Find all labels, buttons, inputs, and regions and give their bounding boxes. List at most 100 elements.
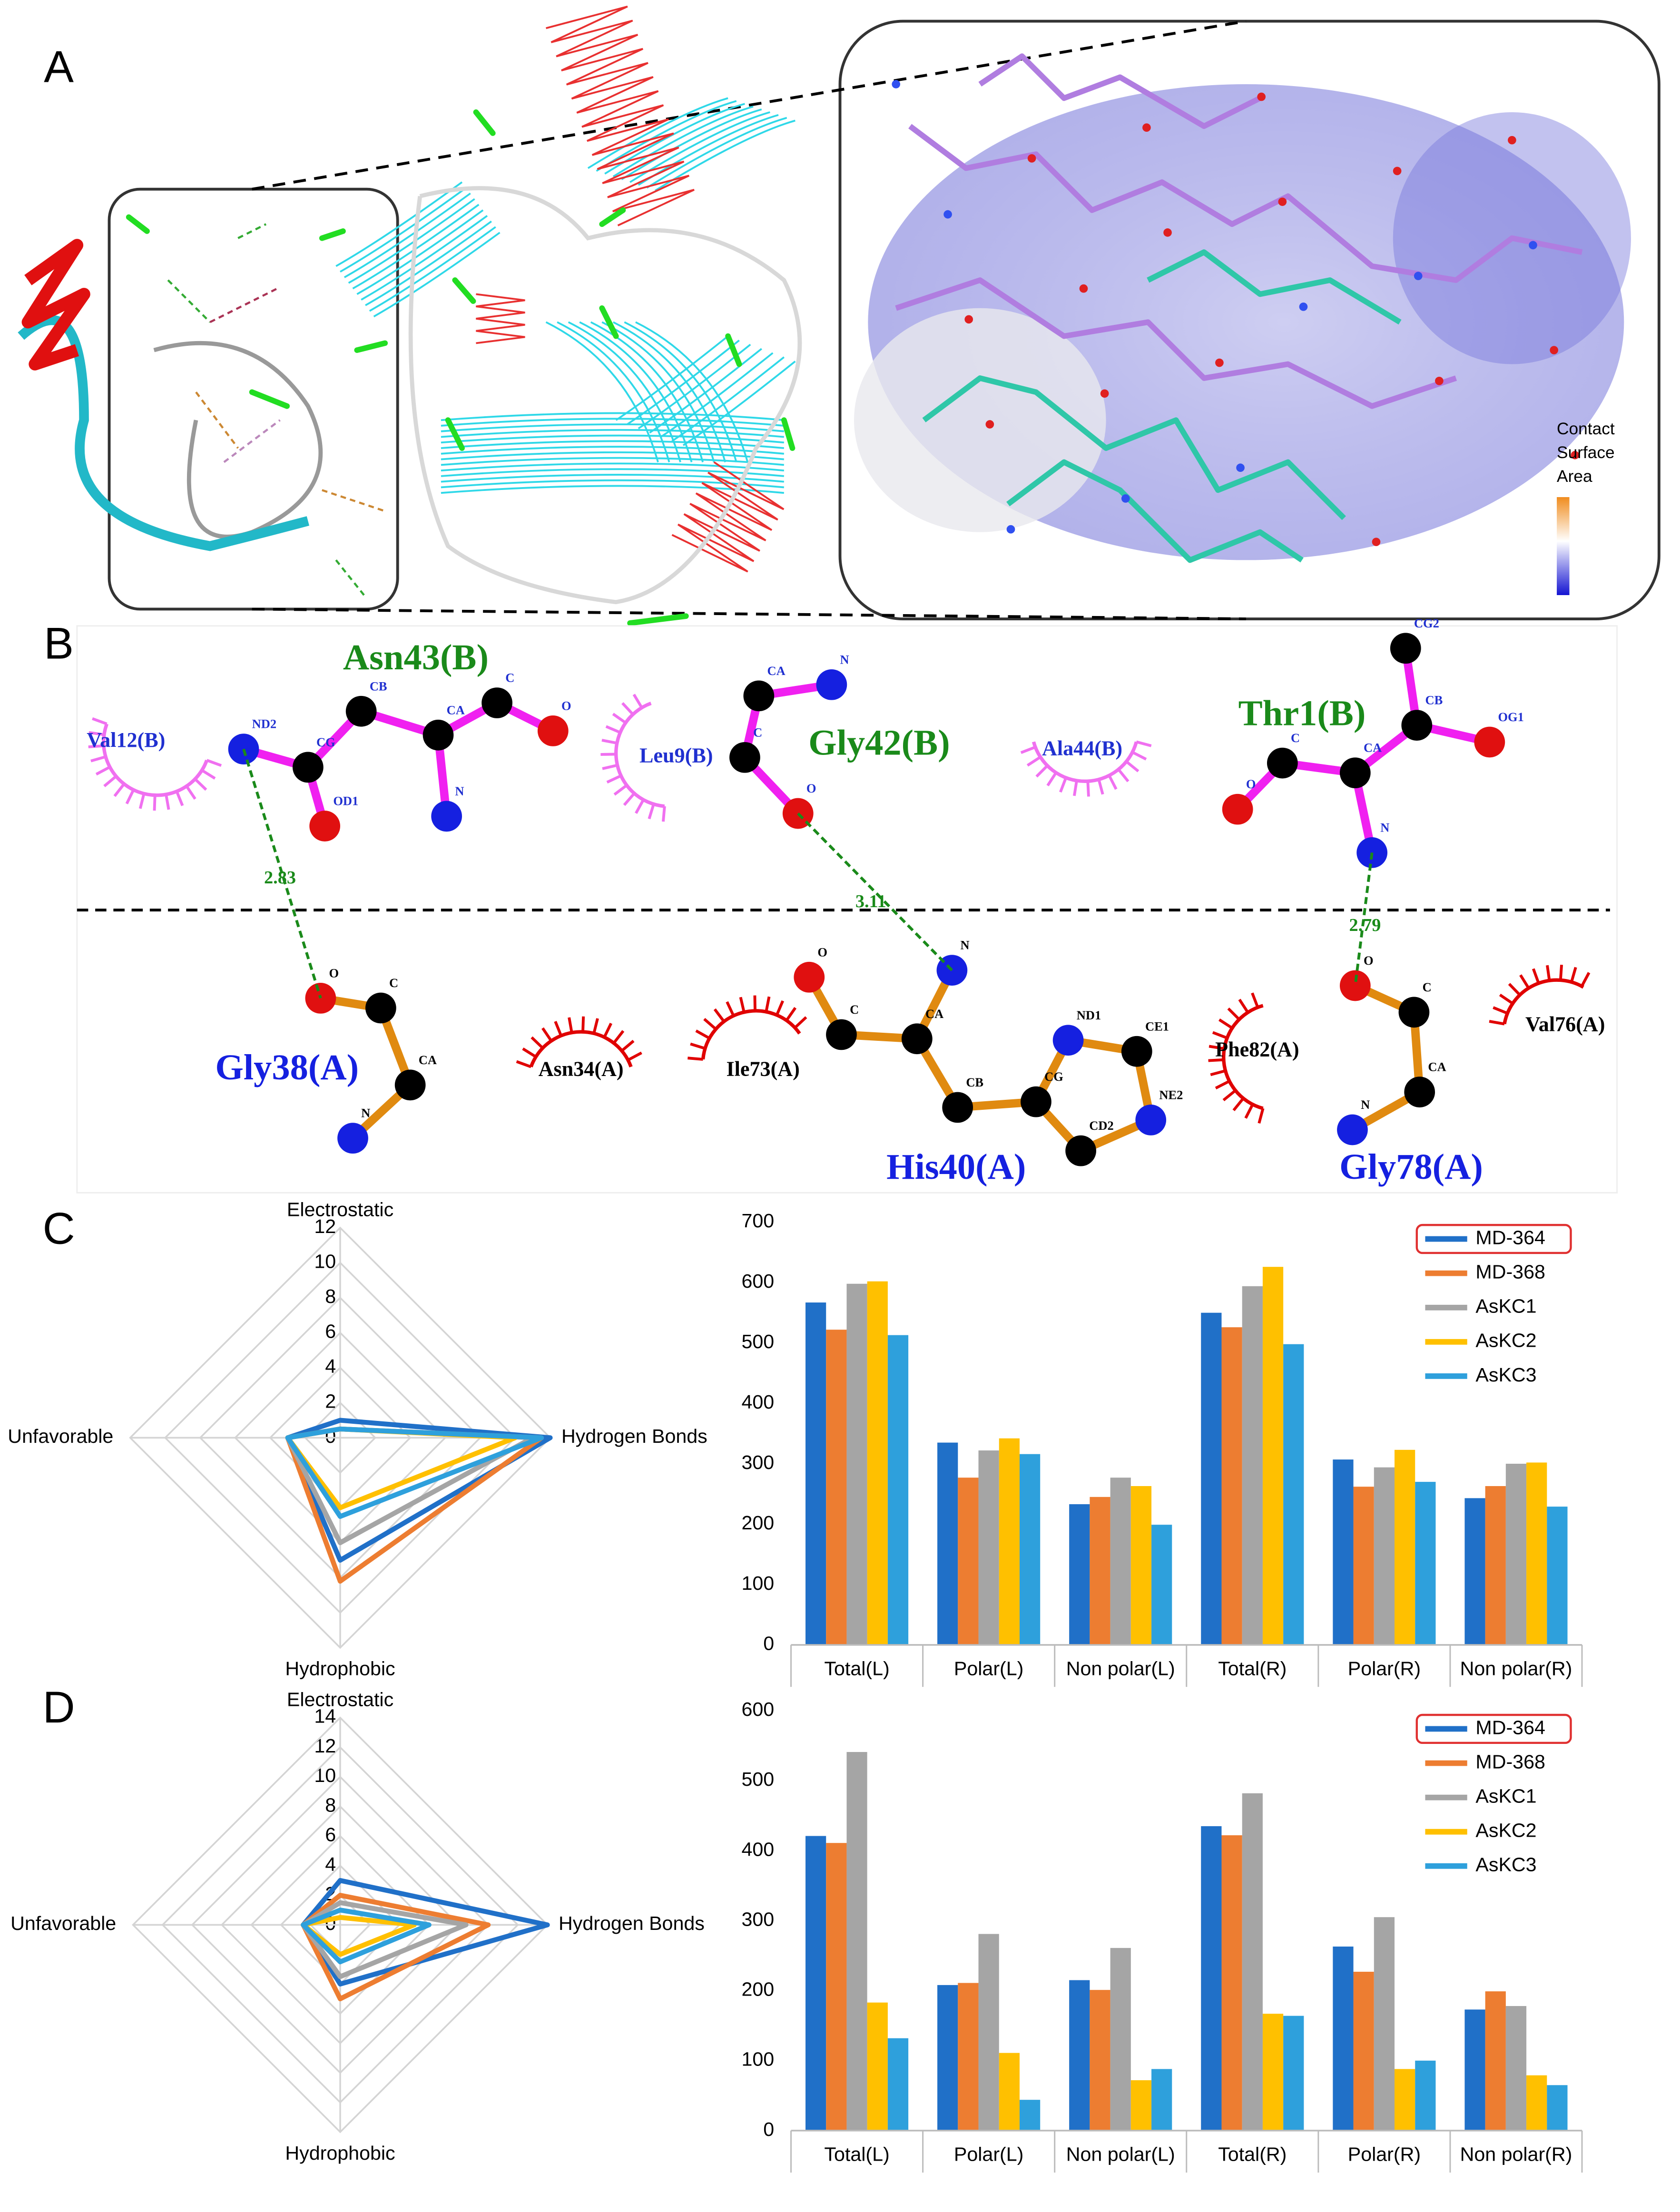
bar: [1069, 1504, 1090, 1645]
strand-line: [671, 356, 785, 442]
strand-line: [369, 226, 496, 312]
contact-spoke: [1208, 1045, 1225, 1050]
strand-line: [655, 119, 796, 192]
legend-label: AsKC2: [1475, 1820, 1536, 1841]
contact-spoke: [175, 791, 184, 806]
contact-spoke: [775, 1000, 784, 1016]
strand-line: [627, 339, 740, 425]
atom-label: CA: [925, 1007, 943, 1021]
contact-label: Val76(A): [1525, 1012, 1605, 1036]
contact-spoke: [623, 792, 636, 806]
strand-line: [441, 423, 784, 432]
contact-label: Phe82(A): [1215, 1037, 1299, 1061]
y-tick-label: 600: [741, 1698, 774, 1720]
atom-tip: [1414, 272, 1423, 280]
radar-series: [285, 1418, 553, 1563]
contact-spoke: [1251, 992, 1259, 1008]
contact-spoke: [522, 1047, 537, 1058]
strand-line: [612, 321, 727, 462]
atom: [816, 669, 847, 700]
strand-line: [646, 117, 787, 189]
contact-arc: [529, 1030, 633, 1067]
r-tick-label: 8: [325, 1285, 336, 1307]
colorbar-title: Surface: [1557, 443, 1615, 462]
strand-line: [682, 361, 796, 446]
contact-spoke: [1570, 967, 1577, 983]
x-tick-label: Total(L): [824, 1658, 889, 1680]
bar: [1547, 1507, 1568, 1645]
axis-label: Hydrogen Bonds: [561, 1425, 707, 1447]
contact-spoke: [1489, 1020, 1505, 1026]
bar: [1262, 1267, 1284, 1645]
panel-label: B: [44, 618, 74, 668]
bar: [978, 1450, 999, 1645]
bar: [1130, 2080, 1152, 2131]
atom-label: CA: [1364, 741, 1382, 755]
legend-highlight: [1415, 1713, 1572, 1744]
strand-line: [365, 220, 492, 306]
atom: [826, 1019, 857, 1050]
bar: [1221, 1327, 1242, 1645]
contact-spoke: [88, 744, 104, 748]
bar: [1110, 1948, 1131, 2131]
contact-arc: [1503, 978, 1584, 1025]
interaction-line: [209, 286, 281, 323]
strand-line: [335, 181, 463, 267]
stick: [908, 124, 1583, 283]
y-tick-label: 300: [741, 1451, 774, 1473]
r-tick-label: 4: [325, 1355, 336, 1377]
strand-line: [621, 108, 762, 180]
contact-arc: [614, 701, 665, 808]
loop-segment: [354, 340, 388, 353]
axis-label: Hydrophobic: [285, 2142, 395, 2164]
atom: [1398, 997, 1430, 1028]
contact-arc: [1222, 1004, 1264, 1110]
atom-label: OD1: [333, 794, 358, 808]
residue-label: Gly78(A): [1339, 1146, 1483, 1187]
legend-label: AsKC1: [1475, 1785, 1536, 1807]
strand-line: [629, 111, 770, 183]
radar-series: [285, 1426, 544, 1519]
atom-label: CB: [370, 679, 387, 693]
radar-series: [301, 1878, 550, 1987]
strand-line: [340, 187, 467, 273]
bar: [1526, 2075, 1547, 2131]
contact-spoke: [635, 799, 645, 814]
contact-spoke: [1136, 740, 1152, 747]
bar-chart: 0 100 200 300 400 500 600 700 Total(L) Polar(L) No…: [741, 1210, 1583, 1687]
atom-label: CB: [1425, 693, 1443, 707]
y-tick-label: 300: [741, 1908, 774, 1930]
r-tick-label: 4: [325, 1853, 336, 1875]
bar-chart: 0 100 200 300 400 500 600 Total(L) Polar(L) Non p…: [741, 1698, 1583, 2173]
bar: [1526, 1462, 1547, 1645]
bar: [1201, 1312, 1222, 1645]
zoom-line: [252, 20, 1247, 191]
atom-tip: [1215, 358, 1224, 367]
bar: [1464, 2009, 1485, 2131]
loop-segment: [599, 305, 619, 339]
atom: [1339, 757, 1371, 789]
atom: [1401, 710, 1433, 741]
atom-tip: [1372, 538, 1381, 546]
atom: [1121, 1036, 1152, 1067]
x-tick-label: Non polar(R): [1460, 2143, 1572, 2165]
contact-spoke: [713, 1008, 726, 1023]
atom-tip: [964, 315, 973, 324]
atom: [901, 1023, 933, 1055]
atom-tip: [1163, 228, 1172, 237]
contact-spoke: [1493, 1006, 1508, 1015]
bar: [846, 1752, 867, 2131]
atom-label: O: [561, 698, 571, 713]
y-tick-label: 600: [741, 1270, 774, 1292]
helix: [671, 461, 785, 573]
legend-label: MD-364: [1475, 1716, 1545, 1738]
atom-label: CA: [767, 664, 785, 678]
y-tick-label: 0: [763, 2118, 774, 2140]
contact-spoke: [601, 739, 618, 745]
strand-line: [601, 321, 715, 462]
bar: [1130, 1486, 1152, 1645]
contact-spoke: [1499, 993, 1514, 1005]
